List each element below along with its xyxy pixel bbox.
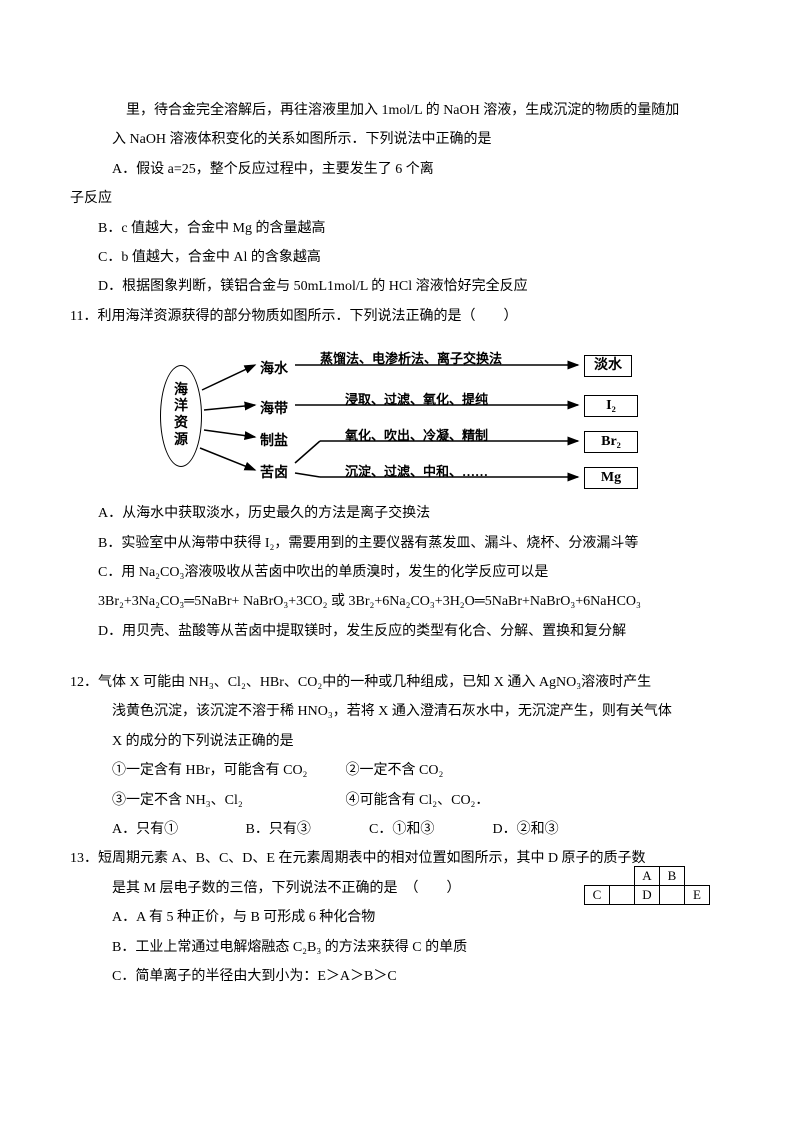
q12-options: A．只有① B．只有③ C．①和③ D．②和③ — [70, 815, 730, 844]
out-box: Mg — [584, 467, 638, 489]
out-box: 淡水 — [584, 355, 632, 377]
q13-opt-c: C．简单离子的半径由大到小为：E＞A＞B＞C — [70, 962, 730, 991]
q12-stem-2: 浅黄色沉淀，该沉淀不溶于稀 HNO₃，若将 X 通入澄清石灰水中，无沉淀产生，则… — [70, 697, 730, 726]
table-cell: E — [685, 885, 710, 904]
q12-item-1: ①一定含有 HBr，可能含有 CO₂ — [112, 756, 342, 785]
table-cell — [685, 866, 710, 885]
q13-opt-b: B．工业上常通过电解熔融态 C₂B₃ 的方法来获得 C 的单质 — [70, 933, 730, 962]
q10-opt-a: A．假设 a=25，整个反应过程中，主要发生了 6 个离 — [70, 155, 730, 184]
mid-node: 制盐 — [260, 427, 288, 456]
out-box: Br₂ — [584, 431, 638, 453]
q13-stem-1: 13．短周期元素 A、B、C、D、E 在元素周期表中的相对位置如图所示，其中 D… — [70, 844, 730, 873]
q12-opt-d: D．②和③ — [493, 822, 559, 837]
q12-item-2: ②一定不含 CO₂ — [346, 763, 444, 778]
path-label: 浸取、过滤、氧化、提纯 — [345, 386, 488, 413]
q10-intro-1: 里，待合金完全溶解后，再往溶液里加入 1mol/L 的 NaOH 溶液，生成沉淀… — [70, 96, 730, 125]
path-label: 蒸馏法、电渗析法、离子交换法 — [320, 345, 502, 372]
q12-opt-b: B．只有③ — [246, 815, 366, 844]
mid-node: 苦卤 — [260, 459, 288, 488]
q11-stem: 11．利用海洋资源获得的部分物质如图所示．下列说法正确的是（ ） — [70, 302, 730, 331]
q11-diagram: 海 洋 资 源 — [70, 335, 730, 495]
q11-opt-d: D．用贝壳、盐酸等从苦卤中提取镁时，发生反应的类型有化合、分解、置换和复分解 — [70, 617, 730, 646]
table-cell: D — [635, 885, 660, 904]
q10-opt-c: C．b 值越大，合金中 Al 的含象越高 — [70, 243, 730, 272]
q12-item-3: ③一定不含 NH₃、Cl₂ — [112, 786, 342, 815]
path-label: 氧化、吹出、冷凝、精制 — [345, 422, 488, 449]
q11-opt-c2: 3Br₂+3Na₂CO₃═5NaBr+ NaBrO₃+3CO₂ 或 3Br₂+6… — [70, 587, 730, 616]
q12-items-row1: ①一定含有 HBr，可能含有 CO₂ ②一定不含 CO₂ — [70, 756, 730, 785]
q12-opt-c: C．①和③ — [369, 815, 489, 844]
table-cell — [660, 885, 685, 904]
q11-opt-b: B．实验室中从海带中获得 I₂，需要用到的主要仪器有蒸发皿、漏斗、烧杯、分液漏斗… — [70, 529, 730, 558]
q12-stem-1: 12．气体 X 可能由 NH₃、Cl₂、HBr、CO₂中的一种或几种组成，已知 … — [70, 668, 730, 697]
q13-opt-a: A．A 有 5 种正价，与 B 可形成 6 种化合物 — [70, 903, 730, 932]
q10-opt-d: D．根据图象判断，镁铝合金与 50mL1mol/L 的 HCl 溶液恰好完全反应 — [70, 272, 730, 301]
q12-stem-3: X 的成分的下列说法正确的是 — [70, 727, 730, 756]
q12-items-row2: ③一定不含 NH₃、Cl₂ ④可能含有 Cl₂、CO₂． — [70, 786, 730, 815]
out-box: I₂ — [584, 395, 638, 417]
table-cell: C — [585, 885, 610, 904]
mid-node: 海水 — [260, 355, 288, 384]
table-cell — [610, 885, 635, 904]
q11-opt-c: C．用 Na₂CO₃溶液吸收从苦卤中吹出的单质溴时，发生的化学反应可以是 — [70, 558, 730, 587]
path-label: 沉淀、过滤、中和、…… — [345, 458, 488, 485]
table-cell: B — [660, 866, 685, 885]
mid-node: 海带 — [260, 395, 288, 424]
q12-item-4: ④可能含有 Cl₂、CO₂． — [346, 793, 490, 808]
q10-intro-2: 入 NaOH 溶液体积变化的关系如图所示．下列说法中正确的是 — [70, 125, 730, 154]
q11-opt-a: A．从海水中获取淡水，历史最久的方法是离子交换法 — [70, 499, 730, 528]
q10-opt-b: B．c 值越大，合金中 Mg 的含量越高 — [70, 214, 730, 243]
q12-opt-a: A．只有① — [112, 815, 242, 844]
q10-opt-a2: 子反应 — [70, 184, 730, 213]
